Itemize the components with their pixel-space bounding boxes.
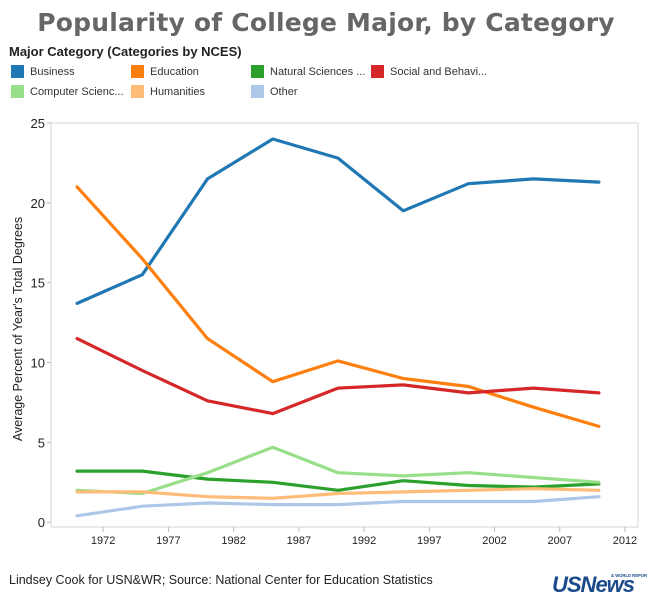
y-tick-label: 25 <box>31 116 45 131</box>
legend-swatch-natural-sciences <box>251 65 264 78</box>
legend-label-education: Education <box>150 65 199 78</box>
series-line-natural-sciences[interactable] <box>75 469 601 492</box>
svg-text:USNews: USNews <box>552 572 635 596</box>
legend-label-other: Other <box>270 85 298 98</box>
legend-label-business: Business <box>30 65 75 78</box>
x-tick-label: 1972 <box>91 535 115 547</box>
legend-item-business[interactable]: Business <box>11 65 75 78</box>
x-tick-label: 1997 <box>417 535 441 547</box>
legend-item-other[interactable]: Other <box>251 85 298 98</box>
legend-swatch-business <box>11 65 24 78</box>
chart-title: Popularity of College Major, by Category <box>37 8 615 37</box>
y-tick-label: 10 <box>31 356 45 371</box>
usnews-logo: USNews & WORLD REPORT <box>551 571 647 596</box>
legend-swatch-social-behavioral <box>371 65 384 78</box>
x-tick-label: 2007 <box>547 535 571 547</box>
legend-title: Major Category (Categories by NCES) <box>9 44 242 59</box>
y-tick-label: 15 <box>31 276 45 291</box>
y-axis: 0 5 10 15 20 25 <box>31 116 51 530</box>
x-tick-label: 1992 <box>352 535 376 547</box>
series-line-business[interactable] <box>75 137 601 305</box>
x-tick-label: 2002 <box>482 535 506 547</box>
plot-border <box>50 122 639 528</box>
legend: Business Education Natural Sciences ... … <box>0 0 652 110</box>
source-credit: Lindsey Cook for USN&WR; Source: Nationa… <box>9 573 433 587</box>
y-axis-label: Average Percent of Year's Total Degrees <box>11 217 25 441</box>
plot-frame <box>50 122 639 528</box>
legend-swatch-other <box>251 85 264 98</box>
x-tick-label: 1982 <box>221 535 245 547</box>
legend-label-humanities: Humanities <box>150 85 206 98</box>
legend-swatch-computer-science <box>11 85 24 98</box>
y-tick-label: 5 <box>38 435 45 450</box>
legend-swatch-humanities <box>131 85 144 98</box>
series-line-social-and-behavi[interactable] <box>75 337 601 416</box>
x-tick-label: 2012 <box>613 535 637 547</box>
legend-item-natural-sciences[interactable]: Natural Sciences ... <box>251 65 365 78</box>
x-tick-label: 1987 <box>287 535 311 547</box>
series-line-other[interactable] <box>75 495 601 518</box>
y-tick-label: 0 <box>38 515 45 530</box>
series-line-computer-scienc[interactable] <box>75 445 601 496</box>
legend-label-natural-sciences: Natural Sciences ... <box>270 65 366 78</box>
svg-text:& WORLD REPORT: & WORLD REPORT <box>611 573 647 578</box>
series-lines <box>75 137 601 518</box>
legend-item-humanities[interactable]: Humanities <box>131 85 205 98</box>
legend-swatch-education <box>131 65 144 78</box>
y-tick-label: 20 <box>31 196 45 211</box>
x-tick-label: 1977 <box>156 535 180 547</box>
legend-item-education[interactable]: Education <box>131 65 199 78</box>
legend-label-social-behavioral: Social and Behavi... <box>390 65 488 78</box>
legend-label-computer-science: Computer Scienc... <box>30 85 124 98</box>
x-axis: 1972 1977 1982 1987 1992 1997 2002 2007 2012 <box>91 527 637 547</box>
legend-item-computer-science[interactable]: Computer Scienc... <box>11 85 124 98</box>
series-line-education[interactable] <box>75 185 601 428</box>
legend-item-social-behavioral[interactable]: Social and Behavi... <box>371 65 487 78</box>
series-line-humanities[interactable] <box>75 487 601 500</box>
